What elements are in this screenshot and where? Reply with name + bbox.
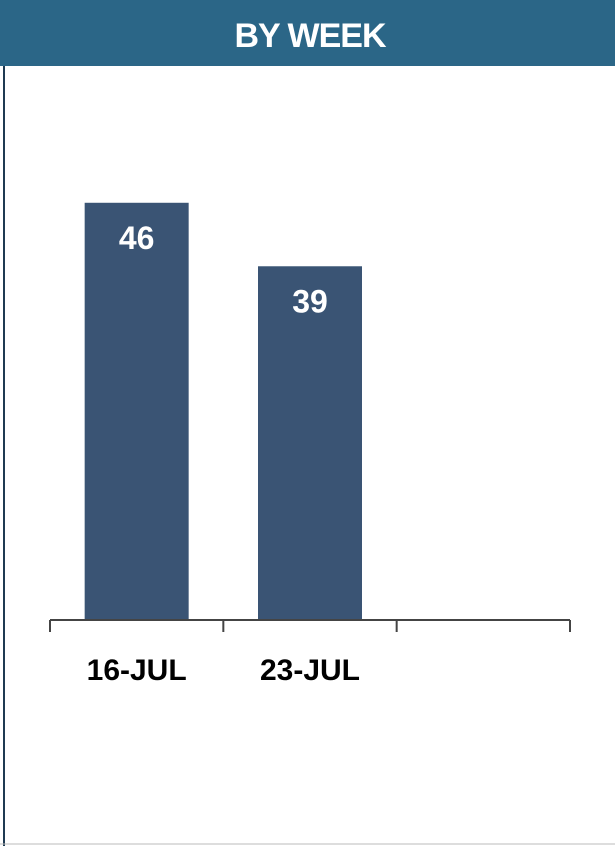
chart-title: BY WEEK xyxy=(234,17,387,55)
x-tick-label: 23-JUL xyxy=(260,654,360,687)
bar xyxy=(258,266,362,620)
data-label: 46 xyxy=(119,220,155,256)
x-tick-label: 16-JUL xyxy=(87,654,187,687)
header xyxy=(0,0,615,66)
bar xyxy=(84,202,189,620)
data-label: 39 xyxy=(292,284,328,320)
